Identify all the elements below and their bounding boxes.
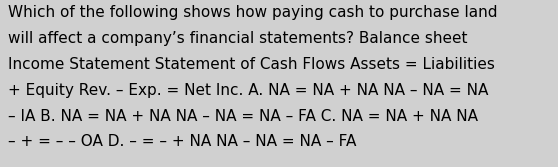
Text: – IA B. NA = NA + NA NA – NA = NA – FA C. NA = NA + NA NA: – IA B. NA = NA + NA NA – NA = NA – FA C…	[8, 109, 478, 124]
Text: Income Statement Statement of Cash Flows Assets = Liabilities: Income Statement Statement of Cash Flows…	[8, 57, 496, 72]
Text: Which of the following shows how paying cash to purchase land: Which of the following shows how paying …	[8, 5, 498, 20]
Text: – + = – – OA D. – = – + NA NA – NA = NA – FA: – + = – – OA D. – = – + NA NA – NA = NA …	[8, 134, 357, 149]
Text: + Equity Rev. – Exp. = Net Inc. A. NA = NA + NA NA – NA = NA: + Equity Rev. – Exp. = Net Inc. A. NA = …	[8, 83, 489, 98]
Text: will affect a company’s financial statements? Balance sheet: will affect a company’s financial statem…	[8, 31, 468, 46]
